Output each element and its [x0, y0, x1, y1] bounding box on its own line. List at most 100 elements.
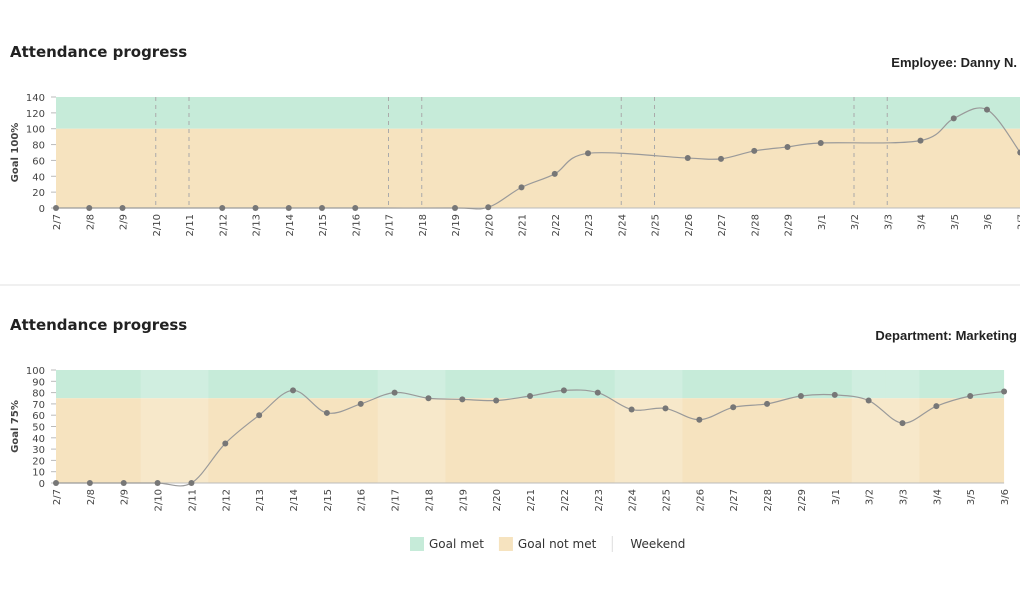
data-point: [86, 480, 93, 486]
x-tick-label: 2/16: [351, 214, 362, 236]
data-point: [86, 205, 93, 211]
x-tick-label: 2/29: [784, 214, 795, 236]
data-point: [352, 205, 359, 211]
x-tick-label: 2/23: [594, 489, 605, 511]
data-point: [290, 387, 297, 394]
x-tick-label: 2/28: [763, 489, 774, 511]
data-point: [628, 406, 635, 413]
legend-swatch: [410, 537, 424, 551]
x-tick-label: 3/6: [983, 214, 994, 230]
data-point: [493, 397, 500, 404]
data-point: [865, 397, 872, 404]
data-point: [751, 147, 758, 154]
x-tick-label: 2/15: [318, 214, 329, 236]
x-tick-label: 3/4: [932, 489, 943, 505]
y-tick-label: 0: [39, 204, 45, 215]
x-tick-label: 2/29: [797, 489, 808, 511]
y-axis-label: Goal 75%: [10, 400, 21, 453]
data-point: [730, 404, 737, 411]
weekend-band: [851, 370, 886, 483]
x-tick-label: 2/9: [120, 489, 131, 505]
chart-title: Attendance progress: [10, 316, 187, 334]
y-tick-label: 80: [32, 389, 45, 400]
data-point: [357, 400, 364, 407]
weekend-band: [614, 370, 649, 483]
y-tick-label: 120: [26, 109, 45, 120]
x-tick-label: 2/18: [424, 489, 435, 511]
legend-label: Goal not met: [518, 537, 597, 551]
y-tick-label: 90: [32, 377, 45, 388]
y-tick-label: 70: [32, 400, 45, 411]
data-point: [391, 389, 398, 396]
trend-line: [55, 107, 1020, 210]
y-tick-label: 140: [26, 93, 45, 104]
goal-not-met-band: [56, 398, 1005, 483]
y-tick-label: 60: [32, 156, 45, 167]
x-tick-label: 2/23: [584, 214, 595, 236]
x-tick-label: 2/17: [391, 489, 402, 511]
x-tick-label: 2/10: [152, 214, 163, 236]
y-tick-label: 20: [32, 456, 45, 467]
data-point: [188, 480, 195, 486]
data-point: [560, 387, 567, 394]
data-point: [319, 205, 325, 211]
data-point: [684, 155, 691, 162]
data-point: [950, 115, 957, 122]
x-tick-label: 2/14: [289, 489, 300, 511]
data-point: [899, 420, 906, 427]
data-point: [1017, 149, 1020, 156]
data-point: [154, 480, 161, 486]
data-point: [784, 143, 791, 150]
y-axis-label: Goal 100%: [10, 123, 21, 183]
x-tick-label: 3/7: [1016, 214, 1020, 230]
data-point: [817, 139, 824, 146]
x-tick-label: 2/10: [154, 489, 165, 511]
data-point: [764, 400, 771, 407]
y-tick-label: 20: [32, 188, 45, 199]
data-point: [696, 416, 703, 423]
x-tick-label: 2/21: [518, 214, 529, 236]
data-point: [585, 150, 591, 157]
data-point: [485, 204, 492, 211]
x-tick-label: 2/13: [252, 214, 263, 236]
weekend-band: [411, 370, 446, 483]
data-point: [285, 205, 292, 211]
x-tick-label: 3/5: [966, 489, 977, 505]
data-point: [256, 412, 263, 419]
x-tick-label: 2/13: [255, 489, 266, 511]
data-point: [594, 389, 601, 396]
x-tick-label: 2/22: [560, 489, 571, 511]
chart-subtitle: Department: Marketing: [875, 328, 1017, 343]
x-tick-label: 2/8: [85, 214, 96, 230]
y-tick-label: 100: [26, 366, 45, 377]
y-tick-label: 100: [26, 125, 45, 136]
x-tick-label: 2/26: [695, 489, 706, 511]
x-tick-label: 2/18: [418, 214, 429, 236]
x-tick-label: 2/9: [119, 214, 130, 230]
y-tick-label: 0: [39, 479, 45, 490]
x-tick-label: 2/24: [628, 489, 639, 511]
x-tick-label: 3/5: [950, 214, 961, 230]
y-tick-label: 80: [32, 141, 45, 152]
y-tick-label: 10: [32, 468, 45, 479]
data-point: [120, 480, 127, 486]
data-point: [452, 205, 458, 211]
weekend-band: [174, 370, 209, 483]
legend-label: Goal met: [429, 537, 484, 551]
x-tick-label: 2/19: [451, 214, 462, 236]
x-tick-label: 2/26: [684, 214, 695, 236]
data-point: [1001, 388, 1008, 395]
x-tick-label: 2/11: [185, 214, 196, 236]
data-point: [53, 205, 59, 211]
y-tick-label: 40: [32, 434, 45, 445]
weekend-band: [377, 370, 412, 483]
x-tick-label: 3/4: [917, 214, 928, 230]
x-tick-label: 3/1: [831, 489, 842, 505]
data-point: [323, 409, 330, 416]
data-point: [459, 396, 466, 403]
x-tick-label: 2/20: [484, 214, 495, 236]
x-tick-label: 2/11: [187, 489, 198, 511]
x-tick-label: 3/2: [865, 489, 876, 505]
data-point: [252, 205, 259, 211]
